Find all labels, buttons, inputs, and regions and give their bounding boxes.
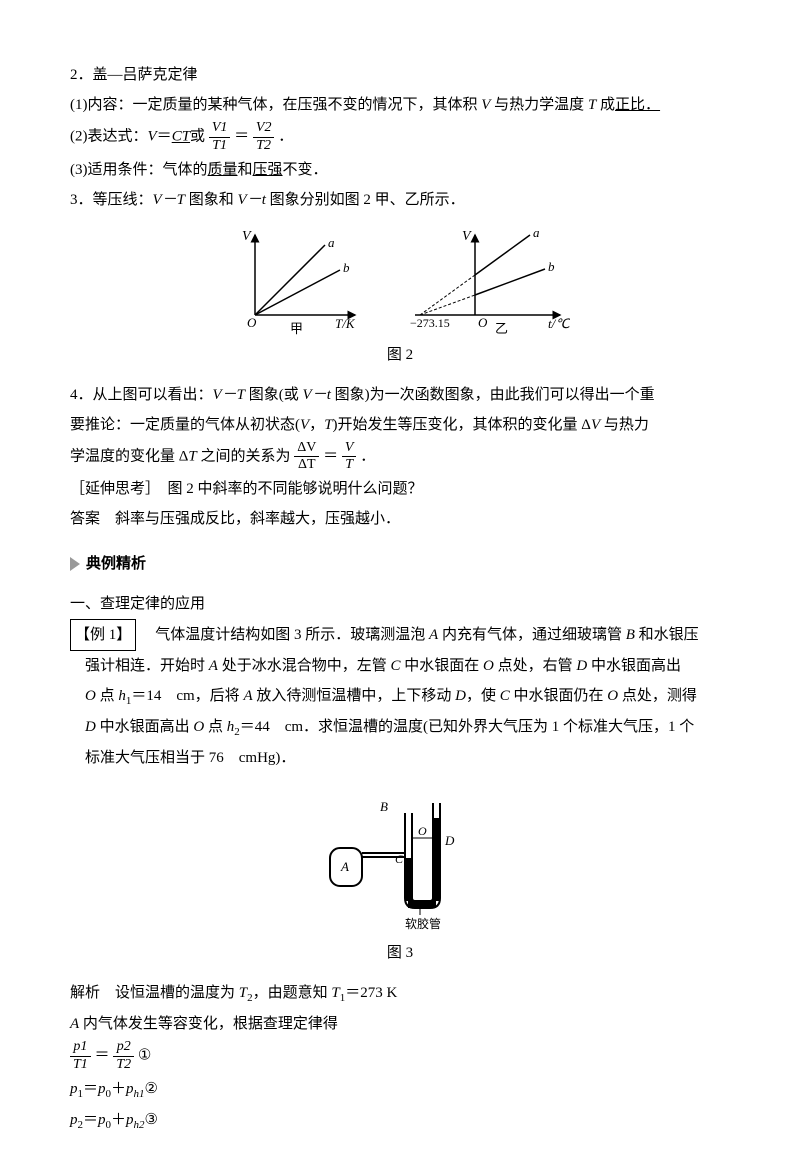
- ex-p5: 标准大气压相当于 76 cmHg)．: [70, 743, 730, 773]
- svg-text:O: O: [418, 824, 427, 838]
- ex-p2: 强计相连．开始时 A 处于冰水混合物中，左管 C 中水银面在 O 点处，右管 D…: [70, 651, 730, 681]
- ex-p3: O 点 h1＝14 cm，后将 A 放入待测恒温槽中，上下移动 D，使 C 中水…: [70, 681, 730, 712]
- svg-text:a: a: [533, 225, 540, 240]
- s3-title: 3．等压线：V－T 图象和 V－t 图象分别如图 2 甲、乙所示．: [70, 185, 730, 215]
- graph-jia: V T/K O a b 甲: [230, 225, 370, 335]
- svg-text:乙: 乙: [495, 321, 508, 335]
- svg-text:b: b: [548, 259, 555, 274]
- svg-text:C: C: [395, 852, 404, 866]
- sol-l2: A 内气体发生等容变化，根据查理定律得: [70, 1009, 730, 1039]
- sol-l1: 解析 设恒温槽的温度为 T2，由题意知 T1＝273 K: [70, 978, 730, 1009]
- svg-text:V: V: [242, 229, 252, 244]
- svg-text:V: V: [462, 229, 472, 244]
- svg-text:b: b: [343, 260, 350, 275]
- figure-2: V T/K O a b 甲 V t/℃ O −273.15 a b 乙: [70, 225, 730, 335]
- sol-eq2: p1＝p0＋ph1②: [70, 1074, 730, 1105]
- frac-v1t1: V1T1: [209, 120, 231, 155]
- sol-eq3: p2＝p0＋ph2③: [70, 1105, 730, 1136]
- svg-text:甲: 甲: [290, 321, 303, 335]
- svg-text:O: O: [478, 315, 488, 330]
- triangle-icon: [70, 557, 80, 571]
- svg-text:O: O: [247, 315, 257, 330]
- section-header: 典例精析: [70, 549, 730, 579]
- svg-text:a: a: [328, 235, 335, 250]
- s2-line1: (1)内容：一定质量的某种气体，在压强不变的情况下，其体积 V 与热力学温度 T…: [70, 90, 730, 120]
- ex-p4: D 中水银面高出 O 点 h2＝44 cm．求恒温槽的温度(已知外界大气压为 1…: [70, 712, 730, 743]
- s2-line3: (3)适用条件：气体的质量和压强不变．: [70, 155, 730, 185]
- s4-l3: 学温度的变化量 ΔT 之间的关系为 ΔVΔT ＝ VT ．: [70, 440, 730, 475]
- svg-text:B: B: [380, 799, 388, 814]
- figure-3: A B O C D 软胶管: [70, 783, 730, 933]
- s4-l1: 4．从上图可以看出：V－T 图象(或 V－t 图象)为一次函数图象，由此我们可以…: [70, 380, 730, 410]
- example-tag: 【例 1】: [70, 619, 136, 651]
- graph-yi: V t/℃ O −273.15 a b 乙: [400, 225, 570, 335]
- svg-text:T/K: T/K: [335, 316, 356, 331]
- ex-p1: 【例 1】 气体温度计结构如图 3 所示．玻璃测温泡 A 内充有气体，通过细玻璃…: [70, 619, 730, 651]
- s4-l2: 要推论：一定质量的气体从初状态(V，T)开始发生等压变化，其体积的变化量 ΔV …: [70, 410, 730, 440]
- svg-text:A: A: [340, 859, 349, 874]
- s2-title: 2．盖—吕萨克定律: [70, 60, 730, 90]
- fig3-caption: 图 3: [70, 938, 730, 968]
- s2-line2: (2)表达式：V＝CT或 V1T1 ＝ V2T2 ．: [70, 120, 730, 155]
- svg-text:t/℃: t/℃: [548, 316, 570, 331]
- sol-eq1: p1T1 ＝ p2T2 ①: [70, 1039, 730, 1074]
- s4-ext2: 答案 斜率与压强成反比，斜率越大，压强越小．: [70, 504, 730, 534]
- fig2-caption: 图 2: [70, 340, 730, 370]
- svg-text:−273.15: −273.15: [410, 316, 450, 330]
- s4-ext1: ［延伸思考］ 图 2 中斜率的不同能够说明什么问题？: [70, 474, 730, 504]
- ex-heading: 一、查理定律的应用: [70, 589, 730, 619]
- frac-v2t2: V2T2: [253, 120, 275, 155]
- svg-text:D: D: [444, 833, 455, 848]
- svg-text:软胶管: 软胶管: [405, 916, 441, 931]
